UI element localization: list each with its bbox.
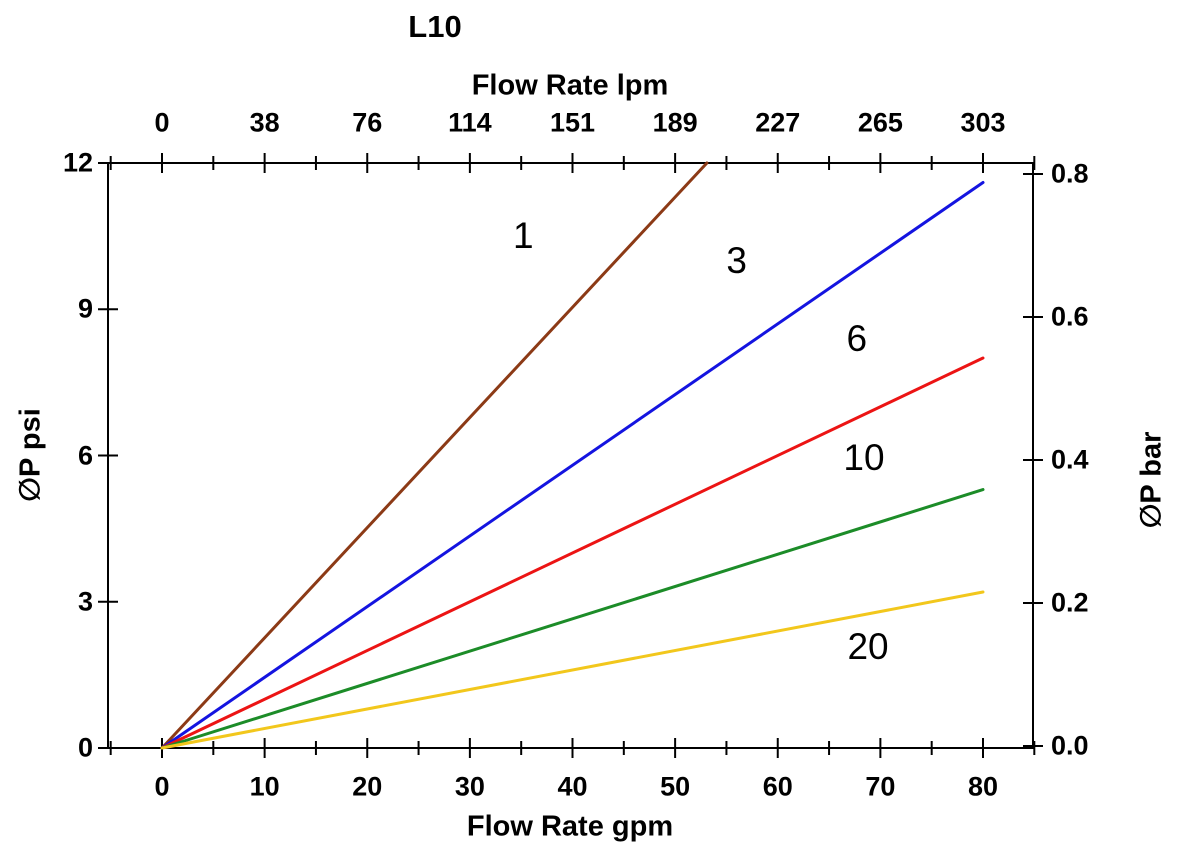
left-axis-tick-label: 9 <box>77 293 93 324</box>
right-axis-tick-label: 0.4 <box>1051 444 1089 475</box>
top-axis-tick-label: 151 <box>549 107 596 138</box>
bottom-axis-tick-label: 60 <box>762 771 793 802</box>
top-axis-tick-label: 76 <box>352 107 383 138</box>
curve-label-10: 10 <box>843 436 885 478</box>
curve-label-1: 1 <box>512 215 534 257</box>
top-axis-tick-label: 303 <box>960 107 1006 138</box>
bottom-axis-tick-label: 80 <box>967 771 999 802</box>
top-axis-tick-label: 114 <box>448 107 492 138</box>
bottom-axis-tick-label: 70 <box>865 771 896 802</box>
chart-title: L10 <box>408 9 462 44</box>
left-axis-tick-label: 12 <box>62 147 93 178</box>
curve-label-20: 20 <box>847 626 889 668</box>
bottom-axis-tick-label: 0 <box>154 771 170 802</box>
top-axis-tick-label: 0 <box>154 107 170 138</box>
bottom-axis-tick-label: 30 <box>454 771 485 802</box>
series-line-3 <box>160 181 985 750</box>
series-line-20 <box>160 590 985 750</box>
plot-frame <box>107 162 1034 749</box>
bottom-axis-tick-label: 10 <box>249 771 280 802</box>
top-axis-tick-label: 265 <box>857 107 903 138</box>
curve-label-3: 3 <box>726 239 747 281</box>
series-line-6 <box>160 356 985 750</box>
left-axis-tick-label: 0 <box>77 732 93 763</box>
right-axis-tick-label: 0.8 <box>1051 158 1089 189</box>
bottom-axis-tick-label: 20 <box>352 771 383 802</box>
top-axis-tick-label: 38 <box>249 107 280 138</box>
bottom-axis-tick-label: 50 <box>660 771 691 802</box>
series-line-10 <box>160 488 985 750</box>
curve-label-6: 6 <box>846 317 868 359</box>
left-axis-tick-label: 3 <box>77 586 93 617</box>
series-line-1 <box>160 161 709 750</box>
bottom-axis-title: Flow Rate gpm <box>466 810 674 843</box>
right-axis-tick-label: 0.2 <box>1051 587 1089 618</box>
top-axis-title: Flow Rate lpm <box>471 69 669 102</box>
top-axis-tick-label: 227 <box>755 107 801 138</box>
left-axis-tick-label: 6 <box>77 440 93 470</box>
right-axis-tick-label: 0.6 <box>1051 301 1089 332</box>
bottom-axis-tick-label: 40 <box>557 771 588 802</box>
top-axis-tick-label: 189 <box>652 107 698 138</box>
right-axis-tick-label: 0.0 <box>1051 730 1089 761</box>
